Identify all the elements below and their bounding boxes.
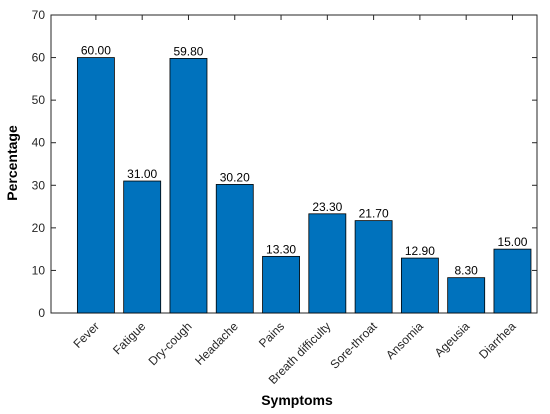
y-axis: 0 10 20 30 40 50 60 70 [32,8,537,320]
data-labels-group: 60.00 31.00 59.80 30.20 13.30 23.30 21.70 12.90… [81,44,528,278]
x-tick-label: Fever [70,319,102,351]
bar-ansomia [400,257,439,314]
bar-fatigue [123,180,162,314]
bar-dry-cough [169,58,208,314]
y-tick-label: 10 [32,263,46,277]
y-tick-label: 40 [32,136,46,150]
x-tick-label: Headache [192,319,241,368]
y-tick-label: 60 [32,51,46,65]
y-axis-title: Percentage [4,125,20,201]
bar-headache [215,184,254,314]
bar-pains [262,255,300,314]
data-label: 21.70 [359,207,389,221]
y-tick-label: 20 [32,221,46,235]
x-tick-label: Ansomia [383,319,426,362]
data-label: 15.00 [497,235,527,249]
x-tick-label: Pains [256,319,287,350]
x-tick-label: Sore-throat [327,319,380,372]
y-tick-label: 50 [32,93,46,107]
x-tick-label: Diarrhea [476,319,519,362]
x-tick-label: Fatigue [110,319,148,357]
data-label: 30.20 [220,170,250,184]
data-label: 60.00 [81,44,111,58]
x-axis-title: Symptoms [261,392,333,408]
bar-breath-difficulty [308,213,347,314]
data-label: 31.00 [127,167,157,181]
data-label: 12.90 [405,244,435,258]
data-label: 8.30 [455,264,479,278]
x-tick-label: Ageusia [432,319,473,360]
data-label: 13.30 [266,242,296,256]
y-tick-label: 0 [38,306,45,320]
x-tick-label: Dry-cough [146,319,195,368]
bar-ageusia [447,277,486,314]
y-tick-label: 70 [32,8,46,22]
data-label: 23.30 [312,200,342,214]
bar-diarrhea [493,248,532,314]
bars-group [76,57,532,314]
bar-fever [76,57,115,314]
data-label: 59.80 [173,44,203,58]
y-tick-label: 30 [32,178,46,192]
bar-sore-throat [354,220,393,314]
